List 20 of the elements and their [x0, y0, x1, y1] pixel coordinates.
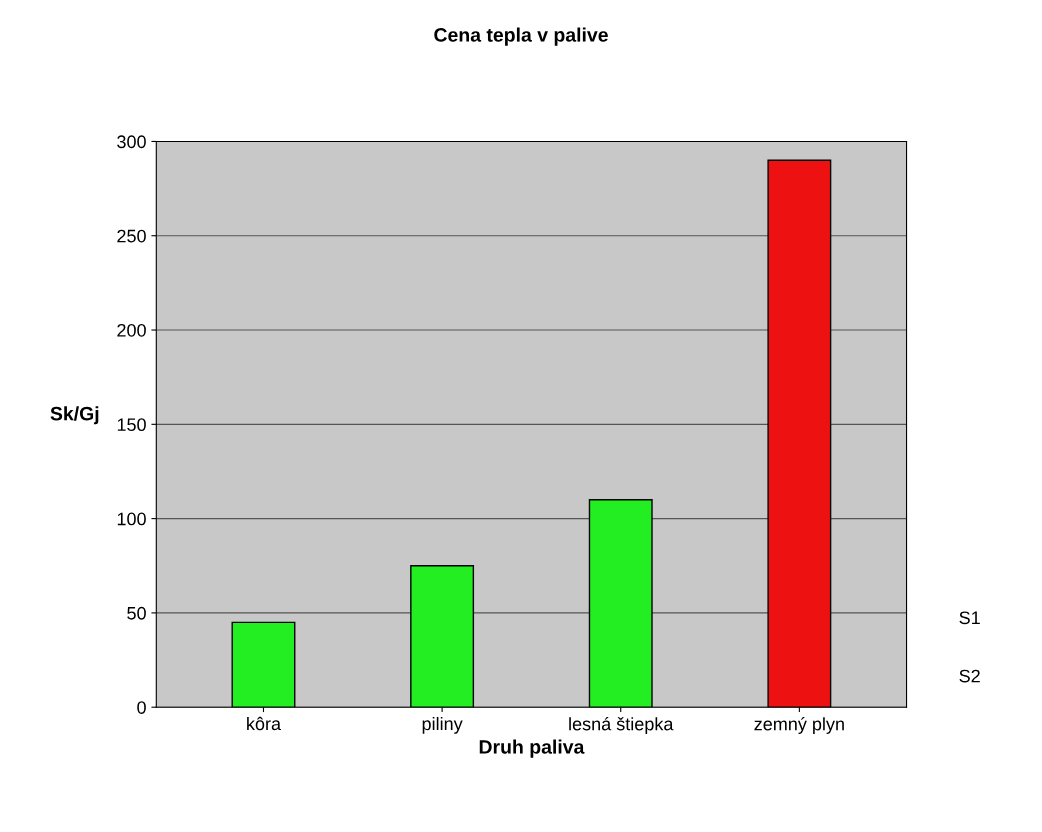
chart-title: Cena tepla v palive [434, 27, 608, 46]
y-tick-label: 250 [117, 229, 146, 243]
x-tick-label: piliny [422, 716, 463, 734]
x-tick-label: kôra [247, 716, 282, 731]
y-tick-label: 50 [127, 606, 146, 620]
bar [410, 565, 475, 708]
y-tick-label: 0 [137, 701, 146, 714]
x-axis-title: Druh paliva [479, 739, 585, 758]
bar [231, 621, 296, 708]
bar [767, 159, 832, 708]
x-tick-label: lesná štiepka [569, 716, 674, 734]
text: S2 [959, 669, 980, 683]
text: S1 [959, 611, 980, 625]
y-tick-label: 150 [117, 418, 146, 432]
y-tick-label: 100 [117, 512, 146, 526]
x-tick-label: zemný plyn [754, 716, 844, 734]
y-tick-label: 300 [117, 135, 146, 149]
y-axis-title: Sk/Gj [50, 406, 99, 425]
y-tick-label: 200 [117, 323, 146, 337]
bar [588, 499, 653, 708]
